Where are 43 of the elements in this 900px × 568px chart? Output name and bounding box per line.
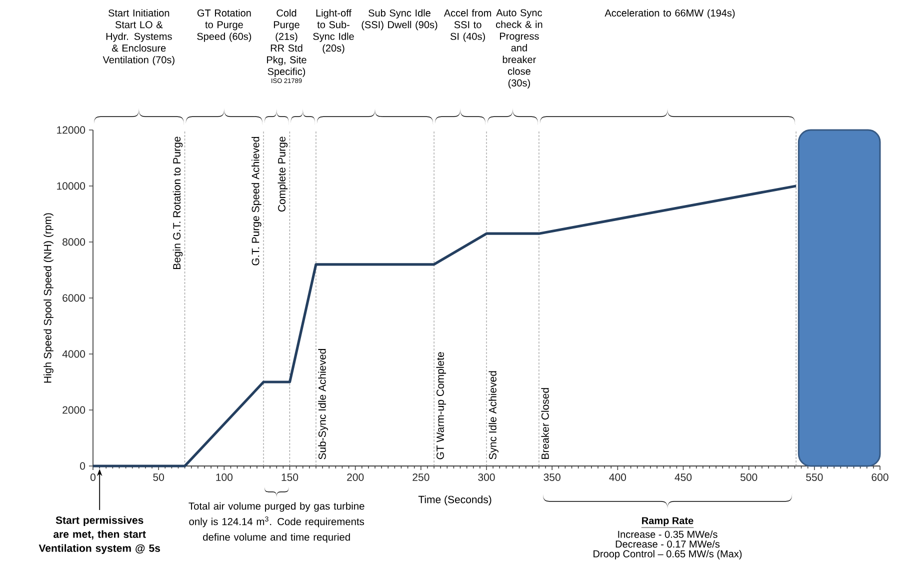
x-tick-label: 550 xyxy=(806,474,823,481)
y-tick-label: 8000 xyxy=(62,238,86,246)
text: Auto Sync check & in Progress and breaker close (30s) xyxy=(496,9,542,88)
y-tick-label: 12000 xyxy=(57,126,86,134)
text: Decrease - 0.17 MWe/s xyxy=(616,540,720,548)
x-tick-label: 0 xyxy=(90,474,96,481)
ref-line-label: Complete Purge xyxy=(278,136,288,212)
x-tick-label: 350 xyxy=(544,474,560,481)
y-tick-label: 0 xyxy=(80,462,86,470)
ref-line-label: GT Warm-up Complete xyxy=(436,352,446,460)
y-axis-title: High Speed Spool Speed (NH) (rpm) xyxy=(44,213,54,383)
text: Droop Control – 0.65 MW/s (Max) xyxy=(594,550,742,560)
x-tick-label: 400 xyxy=(609,474,626,481)
text: GT Rotation to Purge Speed (60s) xyxy=(197,9,252,42)
text: Accel from SSI to SI (40s) xyxy=(444,9,492,42)
text: Total air volume purged by gas turbine only is 124.14 m$^{3}$. Code requirements define volume and time requried xyxy=(188,502,364,543)
y-tick-label: 4000 xyxy=(62,350,86,358)
text: Light-off to Sub-Sync Idle (20s) xyxy=(313,9,354,54)
ref-line-label: Sync Idle Achieved xyxy=(488,371,498,460)
ref-line-label: Breaker Closed xyxy=(541,388,549,459)
x-tick-label: 500 xyxy=(740,474,758,481)
x-tick-label: 450 xyxy=(674,474,692,481)
ref-line-label: Begin G.T. Rotation to Purge xyxy=(172,136,183,270)
text: Cold Purge (21s) RR Std Pkg, Site Specific) xyxy=(267,9,306,78)
text: Acceleration to 66MW (194s) xyxy=(604,9,735,19)
x-axis-title: Time (Seconds) xyxy=(418,496,492,506)
ref-line-label: Sub-Sync Idle Achieved xyxy=(318,348,328,460)
annotation: Start permissives are met, then start Ventilation system @ 5s xyxy=(38,516,160,554)
x-tick-label: 200 xyxy=(347,474,364,481)
x-tick-label: 100 xyxy=(216,474,233,481)
text: Increase - 0.35 MWe/s xyxy=(618,530,718,538)
x-tick-label: 250 xyxy=(412,474,430,481)
y-tick-label: 2000 xyxy=(62,406,86,414)
y-tick-label: 10000 xyxy=(57,182,86,190)
y-tick-label: 6000 xyxy=(62,294,86,302)
ref-line-label: G.T. Purge Speed Achieved xyxy=(252,136,262,266)
x-tick-label: 300 xyxy=(478,474,495,481)
text: Sub Sync Idle (SSI) Dwell (90s) xyxy=(362,9,438,30)
x-tick-label: 50 xyxy=(153,474,164,481)
x-tick-label: 600 xyxy=(872,474,888,481)
text: Ramp Rate xyxy=(642,517,694,526)
text: Start Initiation Start LO & Hydr. Systems & Enclosure Ventilation (70s) xyxy=(102,9,174,66)
x-tick-label: 150 xyxy=(282,474,298,481)
